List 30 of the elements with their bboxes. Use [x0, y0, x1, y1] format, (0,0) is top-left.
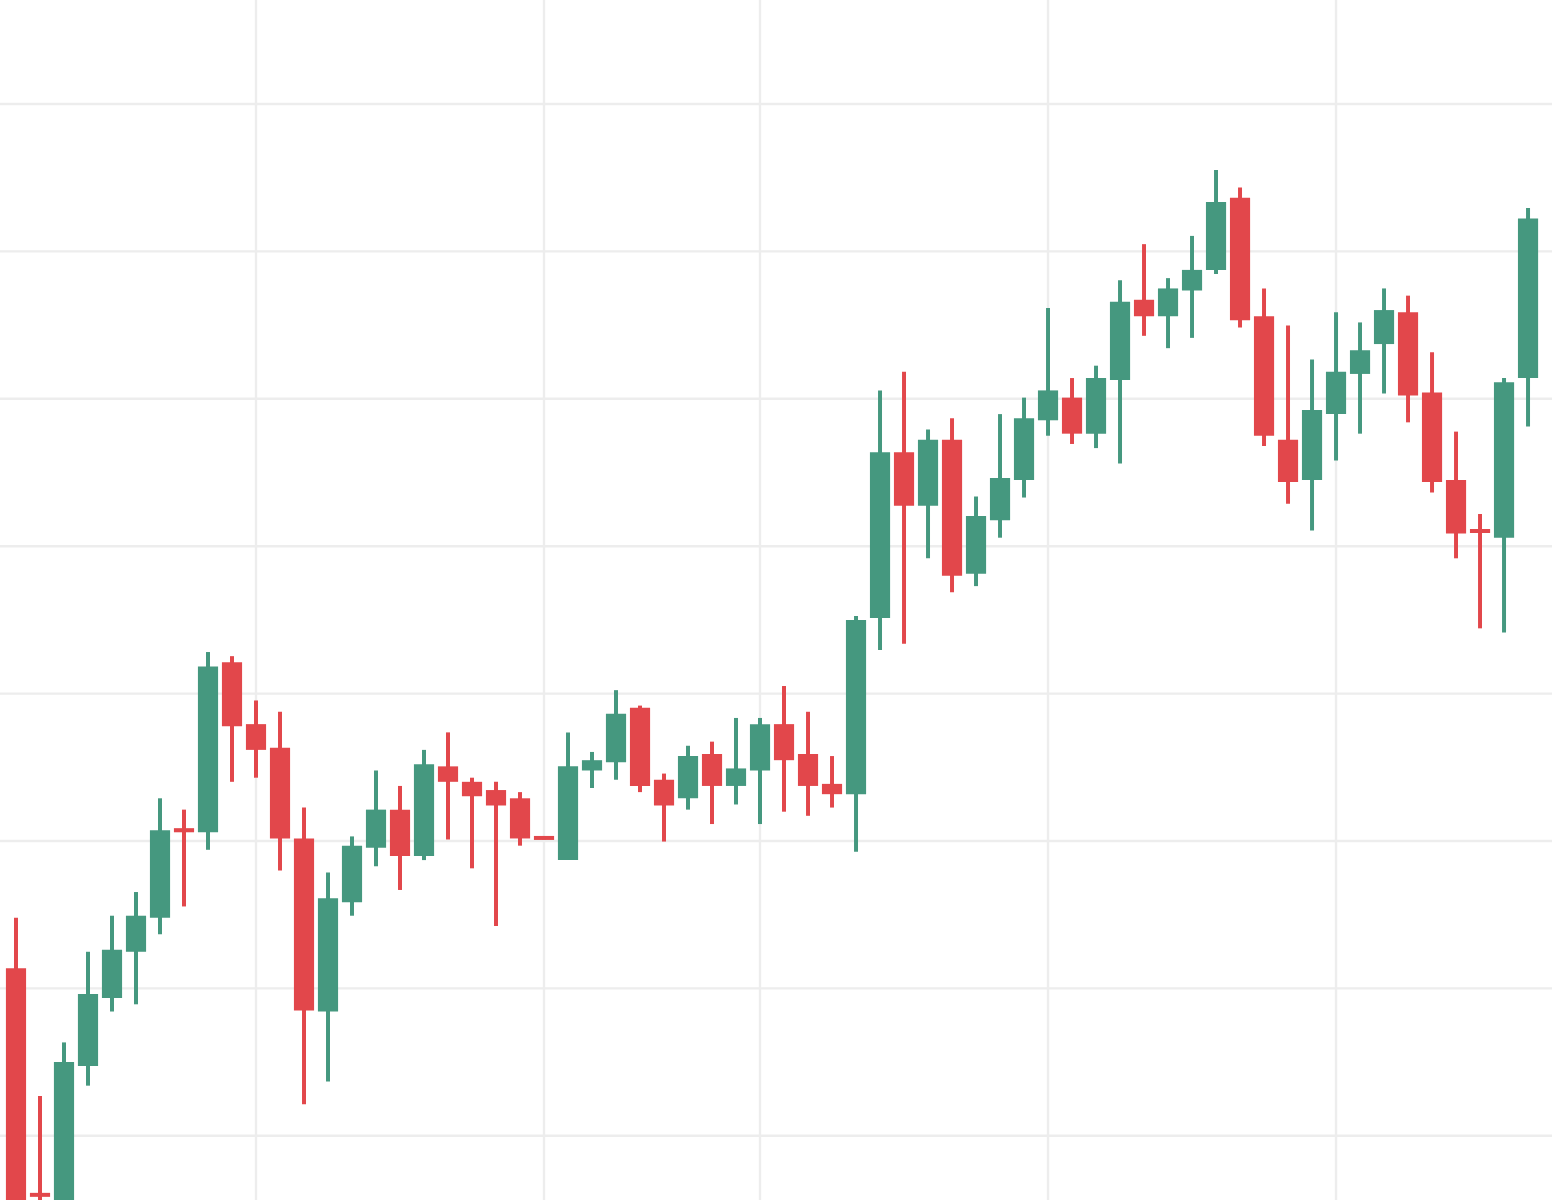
candlestick	[773, 684, 795, 814]
candlestick	[173, 807, 195, 909]
candlestick	[437, 730, 459, 842]
candlestick	[1469, 512, 1491, 631]
candlestick	[725, 715, 747, 807]
candlestick	[509, 790, 531, 848]
candlestick	[1061, 376, 1083, 446]
candlestick	[1133, 242, 1155, 338]
candlestick	[1325, 310, 1347, 463]
candlestick	[1277, 323, 1299, 506]
candlestick	[701, 739, 723, 827]
candlestick	[365, 768, 387, 869]
candlestick	[125, 890, 147, 1007]
candlestick	[29, 1093, 51, 1200]
candlestick	[821, 754, 843, 810]
candlestick	[485, 779, 507, 929]
candlestick	[461, 775, 483, 871]
candlestick	[1037, 306, 1059, 438]
candlestick	[653, 771, 675, 844]
candlestick	[989, 412, 1011, 540]
candlestick	[677, 743, 699, 812]
candlestick	[389, 783, 411, 892]
candlestick	[1181, 233, 1203, 340]
candlestick	[1349, 320, 1371, 436]
candlestick	[581, 749, 603, 790]
candlestick	[749, 715, 771, 827]
candlestick	[245, 698, 267, 780]
candlestick	[1157, 276, 1179, 351]
candlestick	[797, 709, 819, 818]
candlestick	[1373, 286, 1395, 396]
